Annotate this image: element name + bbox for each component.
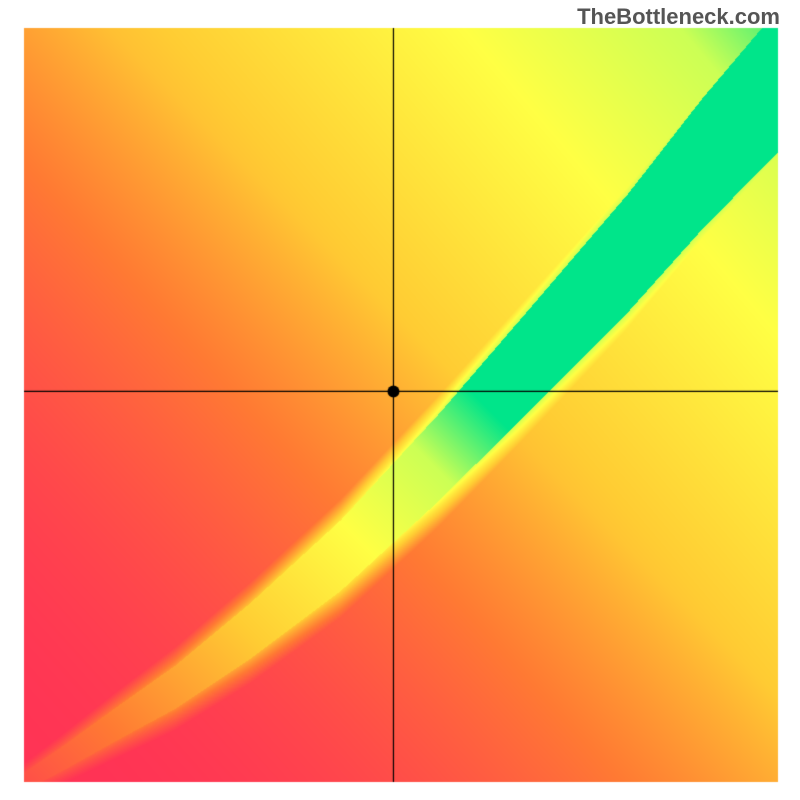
watermark-text: TheBottleneck.com [577,4,780,30]
heatmap-canvas [0,0,800,800]
chart-container: TheBottleneck.com [0,0,800,800]
